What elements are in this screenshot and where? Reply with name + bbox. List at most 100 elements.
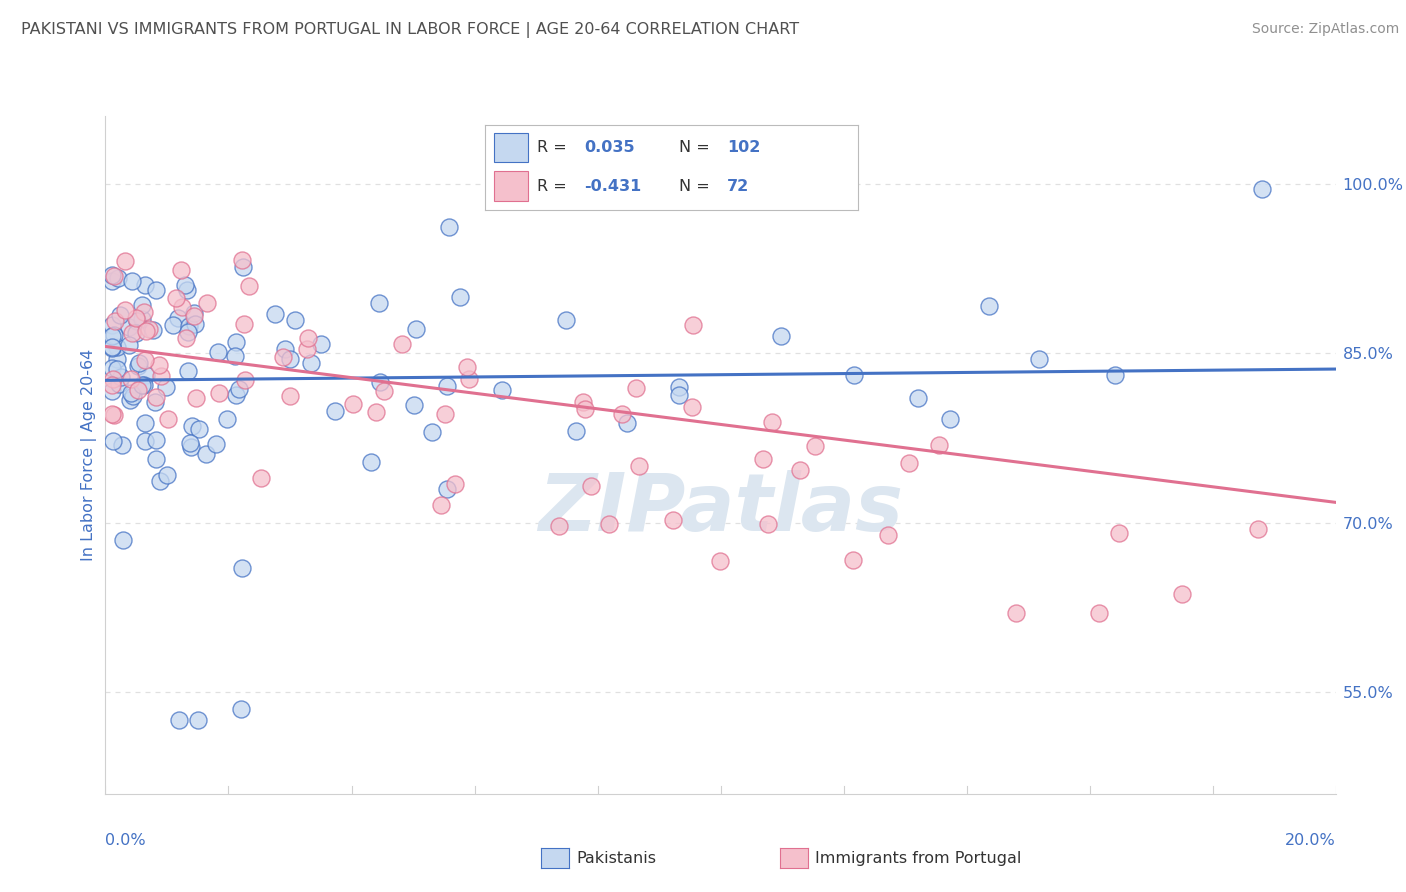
Point: [127, 359, 149, 373]
Point: [169, 714, 191, 728]
Point: [443, 477, 465, 491]
Point: [125, 326, 148, 340]
Point: [458, 372, 481, 386]
Point: [309, 337, 332, 351]
Text: R =: R =: [537, 178, 567, 194]
Point: [938, 412, 960, 426]
Point: [624, 381, 647, 395]
Point: [165, 291, 187, 305]
Point: [134, 416, 156, 430]
Point: [456, 359, 478, 374]
Point: [183, 306, 205, 320]
Point: [122, 389, 145, 403]
Point: [273, 350, 295, 364]
Text: 72: 72: [727, 178, 749, 194]
Point: [184, 391, 207, 405]
Point: [120, 392, 142, 407]
Point: [572, 394, 595, 409]
Point: [100, 378, 122, 392]
Point: [100, 384, 122, 399]
Point: [1108, 525, 1130, 540]
Point: [134, 434, 156, 448]
Point: [134, 352, 156, 367]
Point: [1004, 606, 1026, 620]
Point: [105, 340, 128, 354]
Point: [770, 328, 793, 343]
Point: [177, 364, 200, 378]
Text: PAKISTANI VS IMMIGRANTS FROM PORTUGAL IN LABOR FORCE | AGE 20-64 CORRELATION CHA: PAKISTANI VS IMMIGRANTS FROM PORTUGAL IN…: [21, 22, 799, 38]
Point: [928, 438, 950, 452]
Point: [1171, 587, 1194, 601]
Point: [121, 274, 143, 288]
Point: [135, 368, 157, 382]
Point: [180, 440, 202, 454]
Point: [1087, 606, 1109, 620]
Point: [100, 407, 122, 421]
Point: [131, 312, 153, 326]
Point: [128, 356, 150, 370]
Point: [157, 412, 180, 426]
Point: [103, 268, 125, 283]
Point: [145, 433, 167, 447]
Point: [360, 455, 382, 469]
Point: [170, 300, 193, 314]
Point: [681, 400, 703, 414]
Point: [761, 415, 783, 429]
Point: [299, 356, 322, 370]
Point: [709, 554, 731, 568]
Point: [434, 407, 457, 421]
Point: [297, 331, 319, 345]
Point: [284, 312, 307, 326]
Point: [662, 513, 685, 527]
Point: [114, 253, 136, 268]
Point: [111, 533, 134, 547]
Point: [1247, 522, 1270, 536]
Point: [170, 263, 193, 277]
Point: [143, 395, 166, 409]
Point: [176, 283, 198, 297]
Point: [264, 307, 287, 321]
Point: [166, 311, 188, 326]
Point: [100, 340, 122, 354]
Point: [105, 351, 128, 366]
Point: [148, 358, 170, 372]
Point: [174, 331, 197, 345]
Point: [124, 311, 146, 326]
Point: [118, 319, 141, 334]
Point: [231, 252, 253, 267]
Point: [110, 370, 132, 384]
Point: [977, 300, 1000, 314]
Point: [437, 220, 460, 235]
Point: [555, 312, 578, 326]
Point: [155, 380, 177, 394]
Point: [274, 342, 297, 356]
Point: [232, 317, 254, 331]
Point: [898, 457, 921, 471]
Point: [841, 552, 863, 566]
Point: [225, 334, 247, 349]
Point: [229, 702, 252, 716]
Point: [224, 349, 246, 363]
Point: [132, 378, 155, 392]
Point: [1028, 351, 1050, 366]
Point: [127, 314, 149, 328]
Point: [101, 434, 124, 448]
Point: [120, 386, 142, 401]
Point: [100, 360, 122, 375]
Point: [105, 362, 128, 376]
Point: [162, 318, 184, 332]
Bar: [495, 171, 527, 201]
Bar: [495, 133, 527, 162]
Point: [668, 388, 690, 402]
Point: [547, 519, 569, 533]
Point: [184, 318, 207, 332]
Point: [278, 352, 301, 367]
Point: [215, 412, 238, 426]
Point: [135, 324, 157, 338]
Point: [789, 463, 811, 477]
Point: [231, 560, 253, 574]
Point: [250, 470, 273, 484]
Text: Immigrants from Portugal: Immigrants from Portugal: [815, 851, 1022, 865]
Text: Source: ZipAtlas.com: Source: ZipAtlas.com: [1251, 22, 1399, 37]
Text: 102: 102: [727, 140, 761, 155]
